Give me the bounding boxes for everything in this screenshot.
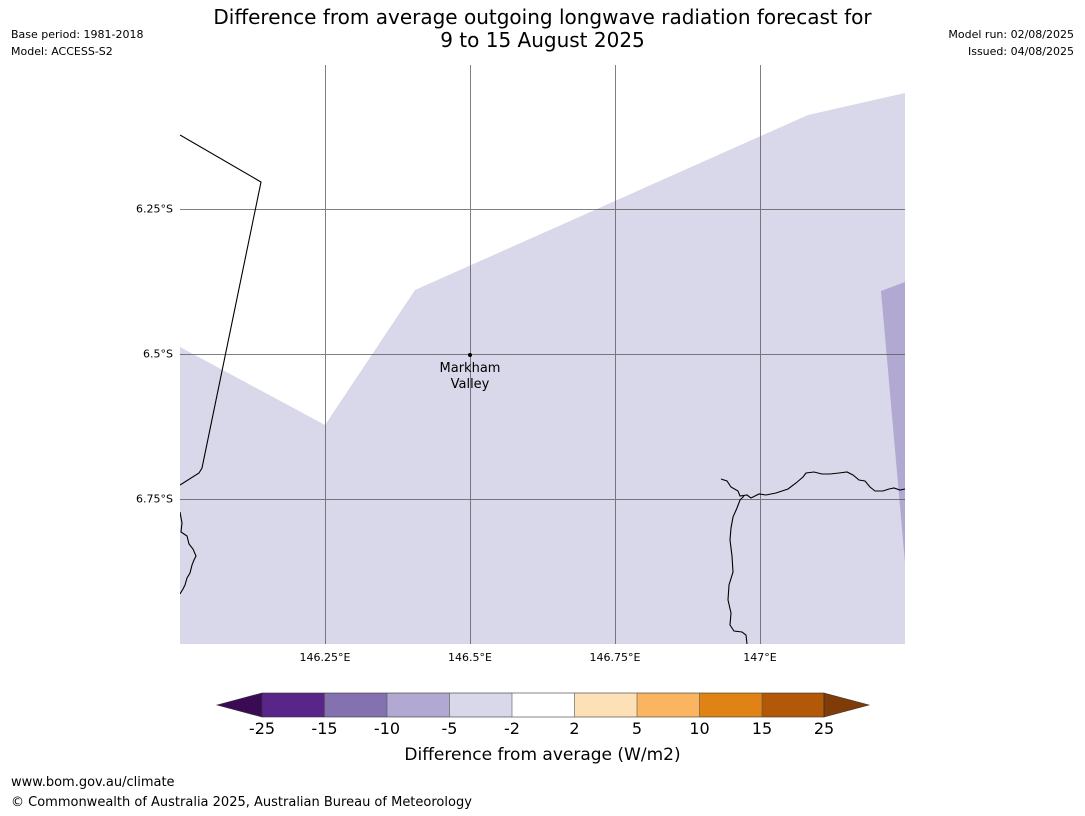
colorbar-segment	[699, 693, 762, 717]
colorbar-extend-low	[215, 692, 263, 718]
lon-label-146-5: 146.5°E	[448, 651, 492, 664]
lon-label-146-25: 146.25°E	[299, 651, 351, 664]
colorbar-tick-label: 5	[631, 719, 643, 738]
footer-copyright: © Commonwealth of Australia 2025, Austra…	[11, 795, 472, 810]
meta-right: Model run: 02/08/2025 Issued: 04/08/2025	[948, 26, 1074, 60]
colorbar-tick-label: -25	[248, 719, 276, 738]
issued-text: Issued: 04/08/2025	[967, 45, 1074, 58]
colorbar-segment	[574, 693, 637, 717]
colorbar-tick-label: -2	[504, 719, 520, 738]
colorbar-tick-label: -10	[373, 719, 401, 738]
colorbar-tick-label: 10	[689, 719, 710, 738]
footer-url[interactable]: www.bom.gov.au/climate	[11, 775, 175, 790]
colorbar-tick-label: -5	[441, 719, 458, 738]
anomaly-region-minus2-to-minus5	[180, 93, 905, 644]
colorbar-tick-label: 2	[569, 719, 580, 738]
colorbar-segment	[449, 693, 512, 717]
coastline-east	[720, 471, 905, 499]
lat-label-6-25: 6.25°S	[136, 202, 173, 216]
coastline-west	[180, 511, 197, 595]
base-period-text: Base period: 1981-2018	[11, 28, 144, 41]
coastlines	[180, 134, 905, 644]
chart-title: Difference from average outgoing longwav…	[0, 6, 1085, 52]
lon-label-146-75: 146.75°E	[589, 651, 641, 664]
location-marker	[468, 353, 472, 357]
colorbar-segment	[262, 693, 325, 717]
colorbar	[215, 692, 871, 718]
colorbar-segment	[512, 693, 575, 717]
colorbar-tick-label: 15	[751, 719, 773, 738]
grid-lines	[180, 65, 905, 644]
anomaly-region-minus5-to-minus10	[881, 282, 905, 563]
lat-label-6-5: 6.5°S	[143, 347, 173, 361]
model-text: Model: ACCESS-S2	[11, 45, 113, 58]
location-label-line-1: Markham	[440, 361, 501, 376]
colorbar-dividers	[324, 693, 763, 717]
river-line	[727, 495, 748, 644]
model-run-text: Model run: 02/08/2025	[948, 28, 1074, 41]
lon-label-147: 147°E	[743, 651, 777, 664]
meta-left: Base period: 1981-2018 Model: ACCESS-S2	[11, 26, 143, 60]
map-panel: Markham Valley	[180, 65, 905, 644]
colorbar-segment	[637, 693, 700, 717]
border-line	[180, 134, 262, 486]
colorbar-outline	[261, 692, 825, 718]
title-line-1: Difference from average outgoing longwav…	[213, 5, 872, 29]
colorbar-tick-label: -15	[311, 719, 338, 738]
colorbar-segment	[324, 693, 387, 717]
colorbar-title: Difference from average (W/m2)	[404, 745, 681, 765]
lat-label-6-75: 6.75°S	[136, 492, 173, 506]
title-line-2: 9 to 15 August 2025	[440, 28, 645, 52]
colorbar-extend-high	[823, 692, 871, 718]
colorbar-segment	[387, 693, 450, 717]
colorbar-tick-label: 25	[813, 719, 835, 738]
location-label-line-2: Valley	[451, 377, 490, 392]
colorbar-segment	[762, 693, 824, 717]
